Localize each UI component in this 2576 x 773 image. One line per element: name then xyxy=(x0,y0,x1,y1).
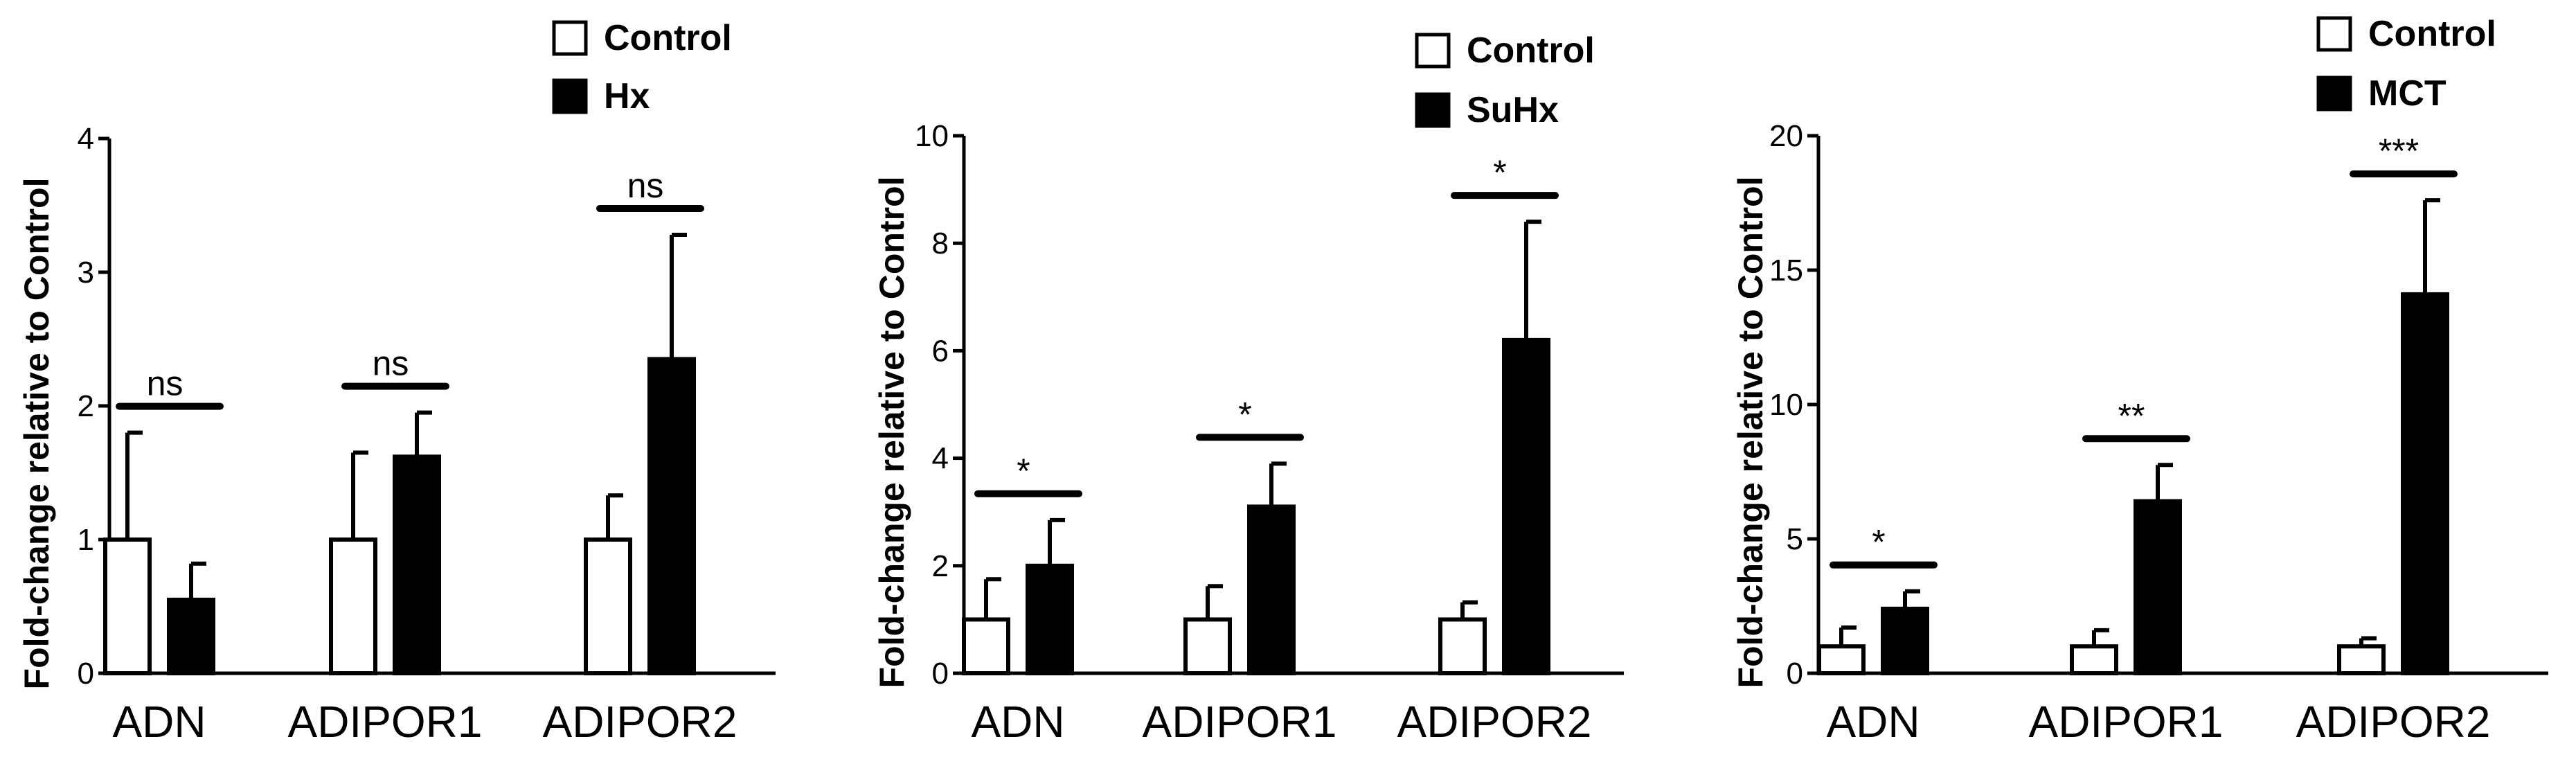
y-tick-label: 0 xyxy=(932,657,949,691)
y-tick-label: 0 xyxy=(78,657,94,691)
legend-label-suhx: SuHx xyxy=(1467,90,1559,130)
bar-hx-adn xyxy=(167,597,215,675)
significance-label: * xyxy=(1238,395,1251,434)
y-tick-label: 15 xyxy=(1769,254,1803,287)
chart-panel-hx: Fold-change relative to Control 0 1 2 3 4 ADN n… xyxy=(17,18,776,747)
bar-control-adn xyxy=(962,617,1010,676)
category-label: ADIPOR1 xyxy=(288,697,483,747)
bar-control-adipor1 xyxy=(2070,644,2118,676)
y-tick-label: 4 xyxy=(932,442,949,476)
chart-panel-mct: Fold-change relative to Control 0 5 10 15 20 A… xyxy=(1731,14,2548,747)
chart-panel-suhx: Fold-change relative to Control 0 2 4 6 8 10 AD… xyxy=(873,30,1624,747)
legend-label-control: Control xyxy=(1467,30,1595,71)
category-label: ADIPOR1 xyxy=(2029,697,2224,747)
category-label: ADN xyxy=(971,697,1064,747)
y-axis-title: Fold-change relative to Control xyxy=(17,178,56,690)
bar-control-adn xyxy=(1817,644,1866,676)
y-axis-title: Fold-change relative to Control xyxy=(873,177,911,688)
y-axis-title: Fold-change relative to Control xyxy=(1731,177,1770,688)
bar-mct-adipor1 xyxy=(2134,499,2182,675)
bar-hx-adipor2 xyxy=(647,357,696,675)
bar-control-adn xyxy=(103,537,152,675)
bar-control-adipor1 xyxy=(329,537,377,675)
significance-label: * xyxy=(1017,452,1030,490)
y-tick-label: 2 xyxy=(78,389,94,423)
bar-hx-adipor1 xyxy=(393,454,441,676)
category-label: ADIPOR2 xyxy=(1397,697,1592,747)
y-tick-label: 4 xyxy=(78,122,94,156)
significance-label: * xyxy=(1872,523,1885,562)
legend-swatch-control xyxy=(552,20,588,56)
y-tick-label: 1 xyxy=(78,523,94,557)
significance-label: ns xyxy=(147,364,184,403)
y-tick-label: 2 xyxy=(932,549,949,583)
bar-suhx-adipor2 xyxy=(1502,337,1550,675)
category-label: ADIPOR1 xyxy=(1143,697,1337,747)
y-tick-label: 20 xyxy=(1769,119,1803,153)
legend-label-control: Control xyxy=(604,18,732,58)
bar-suhx-adipor1 xyxy=(1247,504,1296,675)
legend-label-mct: MCT xyxy=(2368,73,2447,114)
y-tick-label: 10 xyxy=(1769,388,1803,422)
significance-label: ** xyxy=(2118,396,2145,435)
bar-control-adipor2 xyxy=(1438,617,1487,676)
category-label: ADIPOR2 xyxy=(543,697,737,747)
bar-suhx-adn xyxy=(1026,563,1074,675)
y-tick-label: 5 xyxy=(1787,522,1803,556)
y-tick-label: 8 xyxy=(932,226,949,260)
legend-swatch-mct xyxy=(2316,75,2352,112)
bar-mct-adn xyxy=(1881,606,1929,676)
significance-label: ns xyxy=(373,344,409,383)
bar-mct-adipor2 xyxy=(2401,292,2449,676)
category-label: ADN xyxy=(1826,697,1920,747)
significance-label: * xyxy=(1493,153,1506,192)
category-label: ADN xyxy=(112,697,206,747)
legend-label-hx: Hx xyxy=(604,76,650,116)
legend-label-control: Control xyxy=(2368,14,2496,54)
bar-control-adipor2 xyxy=(2337,644,2386,676)
y-tick-label: 10 xyxy=(915,119,949,153)
y-tick-label: 6 xyxy=(932,334,949,368)
legend-swatch-suhx xyxy=(1415,92,1451,128)
y-tick-label: 0 xyxy=(1787,657,1803,691)
significance-label: *** xyxy=(2379,132,2419,170)
legend-swatch-control xyxy=(1415,33,1451,69)
legend-swatch-control xyxy=(2316,16,2352,52)
category-label: ADIPOR2 xyxy=(2296,697,2491,747)
y-tick-label: 3 xyxy=(78,256,94,290)
legend-swatch-hx xyxy=(552,78,588,114)
significance-label: ns xyxy=(627,166,664,205)
bar-control-adipor1 xyxy=(1183,617,1232,676)
bar-control-adipor2 xyxy=(584,537,632,675)
